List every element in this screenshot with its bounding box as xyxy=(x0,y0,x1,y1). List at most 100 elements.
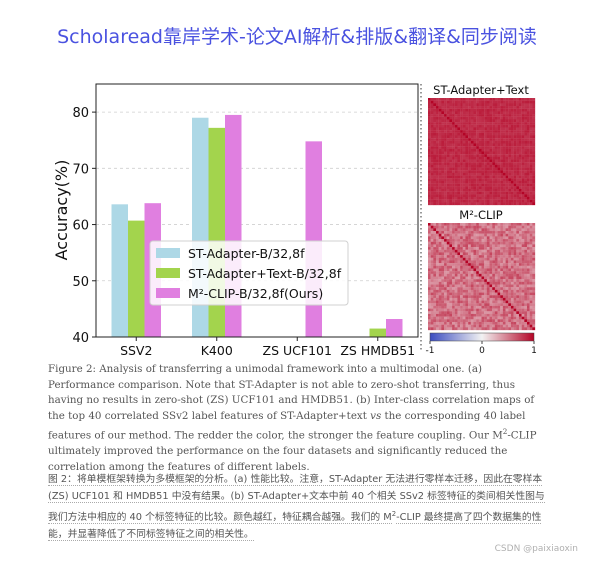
heatmap-cell xyxy=(478,183,482,187)
heatmap-cell xyxy=(460,287,463,291)
heatmap-cell xyxy=(481,252,485,256)
heatmap-cell xyxy=(510,225,514,229)
heatmap-cell xyxy=(433,111,437,115)
heatmap-cell xyxy=(465,186,469,190)
heatmap-cell xyxy=(526,146,530,149)
heatmap-cell xyxy=(462,263,466,266)
heatmap-cell xyxy=(478,327,482,331)
heatmap-cell xyxy=(518,143,522,147)
heatmap-cell xyxy=(489,327,493,331)
heatmap-cell xyxy=(452,100,455,104)
heatmap-cell xyxy=(529,292,533,296)
heatmap-cell xyxy=(441,265,445,269)
heatmap-cell xyxy=(497,295,501,299)
heatmap-cell xyxy=(510,247,514,250)
heatmap-cell xyxy=(468,122,471,125)
heatmap-cell xyxy=(473,252,477,256)
heatmap-cell xyxy=(444,164,447,168)
heatmap-cell xyxy=(452,148,455,152)
heatmap-cell xyxy=(473,175,477,179)
heatmap-cell xyxy=(500,247,504,250)
heatmap-chart: ST-Adapter+Text M²-CLIP -1 0 1 xyxy=(426,83,537,356)
heatmap-cell xyxy=(505,244,509,248)
heatmap-cell xyxy=(441,252,445,256)
heatmap-cell xyxy=(436,260,439,264)
heatmap-cell xyxy=(497,154,501,157)
heatmap-cell xyxy=(438,276,442,280)
heatmap-cell xyxy=(494,164,498,168)
heatmap-cell xyxy=(468,188,471,192)
heatmap-cell xyxy=(526,236,530,240)
heatmap-cell xyxy=(473,236,477,240)
heatmap-cell xyxy=(508,305,512,309)
heatmap-cell xyxy=(532,300,536,304)
heatmap-cell xyxy=(486,305,490,309)
heatmap-cell xyxy=(497,225,501,229)
heatmap-cell xyxy=(521,233,525,237)
heatmap-cell xyxy=(513,100,517,104)
heatmap-cell xyxy=(516,116,520,120)
heatmap-cell xyxy=(436,287,439,291)
heatmap-cell xyxy=(441,225,445,229)
heatmap-cell xyxy=(430,228,434,232)
heatmap-cell xyxy=(505,196,509,200)
heatmap-cell xyxy=(470,265,474,269)
heatmap-cell xyxy=(516,263,520,266)
heatmap-cell xyxy=(497,138,501,141)
heatmap-cell xyxy=(449,292,453,296)
heatmap-cell xyxy=(478,223,482,226)
heatmap-cell xyxy=(505,327,509,331)
heatmap-cell xyxy=(489,297,493,301)
heatmap-cell xyxy=(476,138,479,141)
heatmap-cell xyxy=(438,289,442,293)
heatmap-cell xyxy=(446,321,450,325)
heatmap-cell xyxy=(465,154,469,157)
heatmap-cell xyxy=(446,114,450,117)
heatmap-cell xyxy=(529,167,533,171)
heatmap-cell xyxy=(468,297,471,301)
heatmap-cell xyxy=(457,116,461,120)
heatmap-cell xyxy=(489,313,493,317)
heatmap-cell xyxy=(526,172,530,176)
heatmap-cell xyxy=(470,292,474,296)
heatmap-cell xyxy=(521,260,525,264)
heatmap-cell xyxy=(513,257,517,261)
heatmap-cell xyxy=(436,180,439,184)
heatmap-cell xyxy=(436,316,439,320)
heatmap-cell xyxy=(433,244,437,248)
heatmap-cell xyxy=(494,122,498,125)
heatmap-cell xyxy=(497,199,501,203)
heatmap-cell xyxy=(473,249,477,253)
heatmap-cell xyxy=(460,327,463,331)
heatmap-cell xyxy=(524,324,528,328)
heatmap-cell xyxy=(502,178,506,182)
heatmap-cell xyxy=(457,284,461,288)
heatmap-cell xyxy=(457,308,461,312)
heatmap-cell xyxy=(505,199,509,203)
heatmap-cell xyxy=(497,268,501,272)
heatmap-cell xyxy=(468,289,471,293)
heatmap-cell xyxy=(460,236,463,240)
heatmap-cell xyxy=(452,324,455,328)
heatmap-cell xyxy=(449,239,453,242)
heatmap-cell xyxy=(518,114,522,117)
heatmap-cell xyxy=(476,114,479,117)
heatmap-cell xyxy=(500,159,504,163)
heatmap-cell xyxy=(454,132,458,136)
heatmap-cell xyxy=(473,124,477,128)
heatmap-cell xyxy=(462,108,466,112)
heatmap-cell xyxy=(489,311,493,315)
heatmap-cell xyxy=(489,188,493,192)
heatmap-cell xyxy=(468,103,471,107)
heatmap-cell xyxy=(510,276,514,280)
heatmap-cell xyxy=(500,268,504,272)
heatmap-cell xyxy=(497,98,501,101)
heatmap-cell xyxy=(497,186,501,190)
heatmap-cell xyxy=(513,265,517,269)
heatmap-cell xyxy=(484,124,487,128)
heatmap-cell xyxy=(486,146,490,149)
heatmap-cell xyxy=(529,236,533,240)
heatmap-cell xyxy=(494,108,498,112)
heatmap-cell xyxy=(457,159,461,163)
heatmap-cell xyxy=(518,175,522,179)
